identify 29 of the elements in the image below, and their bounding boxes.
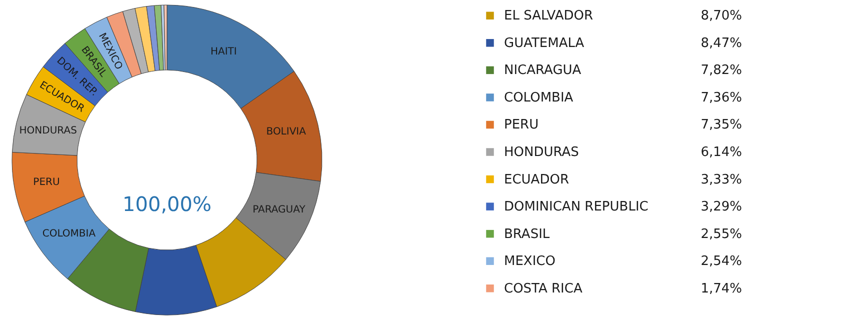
- data-label: 6,14%: [700, 145, 742, 160]
- legend-label: COSTA RICA: [504, 281, 582, 296]
- text: 100,00%: [122, 192, 212, 216]
- legend-label: BRASIL: [504, 226, 550, 242]
- legend-label: PERU: [504, 118, 539, 133]
- legend-label: COLOMBIA: [504, 90, 574, 106]
- data-label: 2,55%: [700, 226, 742, 242]
- data-label: 1,74%: [700, 281, 742, 296]
- slice-label: HAITI: [210, 46, 237, 58]
- data-label: 2,54%: [700, 254, 742, 270]
- slice-label: HONDURAS: [19, 126, 77, 137]
- slice-label: COLOMBIA: [42, 228, 96, 240]
- legend-label: ECUADOR: [504, 172, 569, 188]
- data-label: 3,29%: [700, 200, 742, 215]
- legend-label: EL SALVADOR: [504, 8, 594, 24]
- slice-label: BOLIVIA: [266, 126, 306, 138]
- legend-label: NICARAGUA: [504, 63, 582, 78]
- data-label: 8,47%: [700, 36, 742, 51]
- data-label: 8,70%: [700, 8, 742, 24]
- legend-label: DOMINICAN REPUBLIC: [504, 200, 648, 215]
- slice-label: PERU: [33, 177, 60, 188]
- data-label: 7,36%: [700, 90, 742, 106]
- legend-label: MEXICO: [504, 254, 556, 270]
- slice-label: PARAGUAY: [252, 204, 306, 216]
- legend-label: HONDURAS: [504, 145, 579, 160]
- data-label: 7,82%: [700, 63, 742, 78]
- data-label: 7,35%: [700, 118, 742, 133]
- legend-label: GUATEMALA: [504, 36, 584, 51]
- data-label: 3,33%: [700, 172, 742, 188]
